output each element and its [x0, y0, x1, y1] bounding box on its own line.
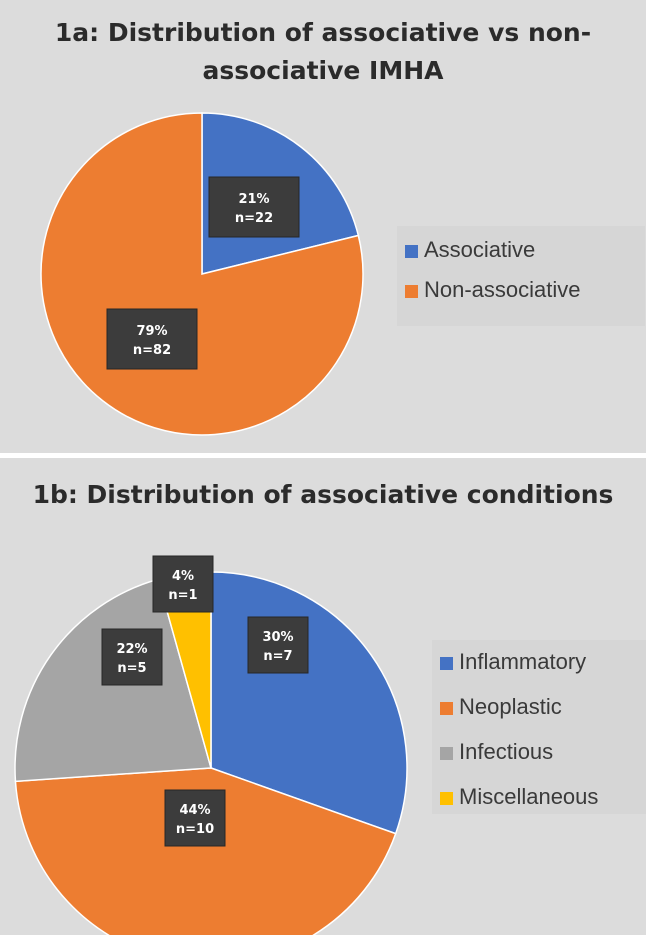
pie-slice-neoplastic [14, 767, 397, 935]
count-label: n=82 [133, 343, 171, 358]
data-label-box [101, 628, 163, 686]
legend-item-non-associative: Non-associative [397, 270, 645, 310]
legend-swatch [405, 285, 418, 298]
legend-swatch [440, 657, 453, 670]
percent-label: 4% [172, 569, 194, 584]
legend-label: Neoplastic [459, 694, 562, 719]
data-label-box [247, 616, 309, 674]
chart-panel-1b: 1b: Distribution of associative conditio… [0, 458, 646, 935]
legend-swatch [440, 747, 453, 760]
chart-title: 1a: Distribution of associative vs non- … [0, 14, 646, 90]
legend-swatch [440, 702, 453, 715]
data-label-non-associative: 79% n=82 [106, 308, 198, 370]
count-label: n=5 [117, 661, 146, 676]
count-label: n=10 [176, 822, 214, 837]
pie-chart-1a: 21% n=22 79% n=82 [40, 112, 364, 436]
count-label: n=1 [168, 588, 197, 603]
data-label-neoplastic: 44% n=10 [164, 789, 226, 847]
percent-label: 30% [262, 630, 293, 645]
legend-swatch [405, 245, 418, 258]
legend-label: Non-associative [424, 277, 581, 302]
count-label: n=22 [235, 211, 273, 226]
chart-panel-1a: 1a: Distribution of associative vs non- … [0, 0, 646, 453]
legend: Associative Non-associative [397, 226, 645, 326]
percent-label: 22% [116, 642, 147, 657]
data-label-infectious: 22%n=5 [101, 628, 163, 686]
title-line: associative IMHA [202, 56, 444, 85]
percent-label: 79% [136, 324, 167, 339]
legend-item-infectious: Infectious [432, 732, 646, 777]
legend-label: Associative [424, 237, 536, 262]
data-label-inflammatory: 30%n=7 [247, 616, 309, 674]
title-line: 1a: Distribution of associative vs non- [54, 18, 592, 47]
data-label-associative: 21% n=22 [208, 176, 300, 238]
legend-label: Inflammatory [459, 649, 587, 674]
percent-label: 21% [238, 192, 269, 207]
legend-item-miscellaneous: Miscellaneous [432, 777, 646, 822]
data-label-box [208, 176, 300, 238]
title-line: 1b: Distribution of associative conditio… [32, 480, 614, 509]
legend-swatch [440, 792, 453, 805]
legend-label: Miscellaneous [459, 784, 599, 809]
percent-label: 44% [179, 803, 210, 818]
count-label: n=7 [263, 649, 292, 664]
legend-label: Infectious [459, 739, 554, 764]
data-label-miscellaneous: 4%n=1 [152, 555, 214, 613]
legend-item-inflammatory: Inflammatory [432, 642, 646, 687]
data-label-box [164, 789, 226, 847]
legend: Inflammatory Neoplastic Infectious Misce… [432, 640, 646, 814]
legend-item-neoplastic: Neoplastic [432, 687, 646, 732]
data-label-box [106, 308, 198, 370]
chart-title: 1b: Distribution of associative conditio… [0, 476, 646, 514]
data-label-box [152, 555, 214, 613]
legend-item-associative: Associative [397, 230, 645, 270]
